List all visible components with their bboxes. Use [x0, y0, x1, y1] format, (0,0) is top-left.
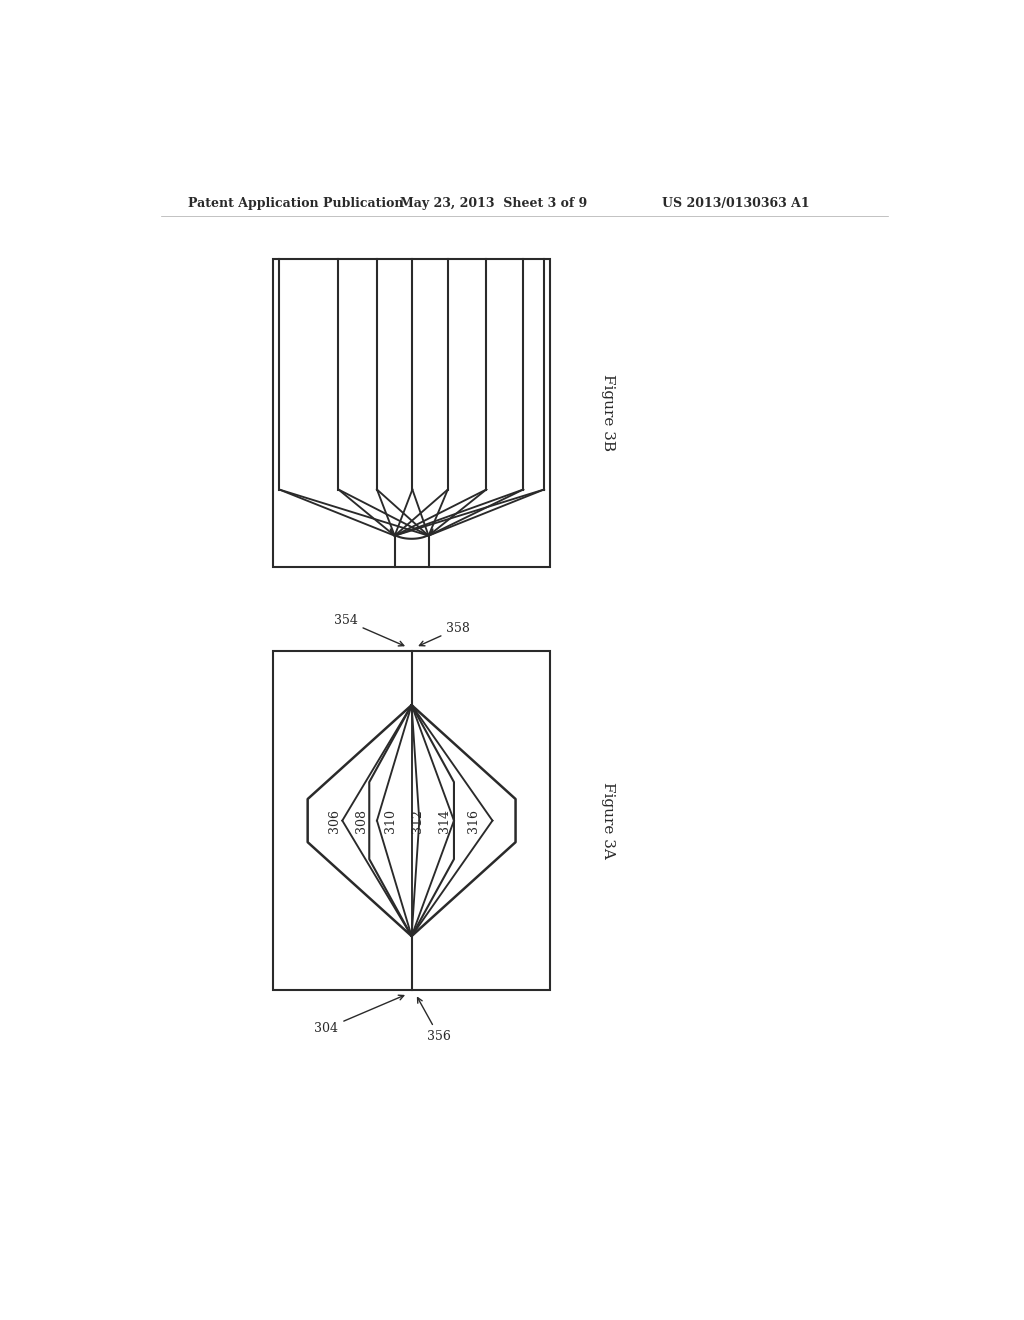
Text: 358: 358 [420, 622, 470, 645]
Text: Figure 3A: Figure 3A [601, 783, 615, 859]
Text: 354: 354 [334, 614, 403, 645]
Text: 314: 314 [438, 809, 452, 833]
Bar [273, 651, 550, 990]
Bar [273, 259, 550, 566]
Text: 312: 312 [412, 809, 424, 833]
Text: 316: 316 [467, 809, 479, 833]
Text: 308: 308 [355, 809, 368, 833]
Text: 304: 304 [314, 995, 403, 1035]
Text: US 2013/0130363 A1: US 2013/0130363 A1 [662, 197, 810, 210]
Text: 356: 356 [418, 998, 451, 1043]
Text: May 23, 2013  Sheet 3 of 9: May 23, 2013 Sheet 3 of 9 [400, 197, 588, 210]
Text: Figure 3B: Figure 3B [601, 374, 615, 451]
Text: Patent Application Publication: Patent Application Publication [188, 197, 403, 210]
Text: 306: 306 [328, 809, 341, 833]
Text: 310: 310 [384, 809, 396, 833]
